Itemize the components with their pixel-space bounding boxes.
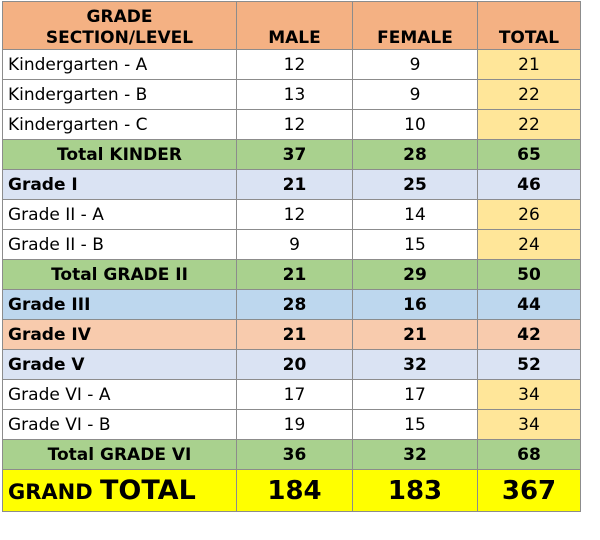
male-count: 28: [236, 289, 353, 320]
row-label: Grade I: [2, 169, 237, 200]
row-label: Kindergarten - B: [2, 79, 237, 110]
male-count: 13: [236, 79, 353, 110]
header-female: FEMALE: [352, 1, 478, 50]
total-count: 34: [477, 379, 581, 410]
female-count: 17: [352, 379, 478, 410]
total-count: 22: [477, 79, 581, 110]
male-count: 12: [236, 199, 353, 230]
male-count: 36: [236, 439, 353, 470]
header-total: TOTAL: [477, 1, 581, 50]
total-count: 22: [477, 109, 581, 140]
male-count: 12: [236, 109, 353, 140]
female-count: 32: [352, 439, 478, 470]
male-count: 21: [236, 259, 353, 290]
grand-total-total: 367: [477, 469, 581, 512]
table-row: Grade I 21 25 46: [2, 169, 581, 200]
male-count: 20: [236, 349, 353, 380]
total-count: 42: [477, 319, 581, 350]
header-male: MALE: [236, 1, 353, 50]
female-count: 9: [352, 79, 478, 110]
total-count: 65: [477, 139, 581, 170]
table-row: Kindergarten - C 12 10 22: [2, 109, 581, 140]
subtotal-row: Total KINDER 37 28 65: [2, 139, 581, 170]
female-count: 29: [352, 259, 478, 290]
table-row: Grade VI - B 19 15 34: [2, 409, 581, 440]
male-count: 21: [236, 169, 353, 200]
row-label: Grade VI - A: [2, 379, 237, 410]
subtotal-row: Total GRADE VI 36 32 68: [2, 439, 581, 470]
female-count: 32: [352, 349, 478, 380]
female-count: 9: [352, 49, 478, 80]
table-row: Kindergarten - B 13 9 22: [2, 79, 581, 110]
header-row: GRADE SECTION/LEVEL MALE FEMALE TOTAL: [2, 1, 581, 50]
row-label: Total KINDER: [2, 139, 237, 170]
table-row: Grade II - B 9 15 24: [2, 229, 581, 260]
male-count: 9: [236, 229, 353, 260]
total-count: 68: [477, 439, 581, 470]
total-count: 34: [477, 409, 581, 440]
grand-total-label-small: GRAND: [8, 480, 93, 504]
female-count: 16: [352, 289, 478, 320]
row-label: Grade II - A: [2, 199, 237, 230]
total-count: 21: [477, 49, 581, 80]
table-row: Grade VI - A 17 17 34: [2, 379, 581, 410]
total-count: 52: [477, 349, 581, 380]
table-row: Grade V 20 32 52: [2, 349, 581, 380]
female-count: 21: [352, 319, 478, 350]
row-label: Total GRADE VI: [2, 439, 237, 470]
female-count: 15: [352, 229, 478, 260]
table-row: Grade III 28 16 44: [2, 289, 581, 320]
grand-total-row: GRAND TOTAL 184 183 367: [2, 469, 581, 512]
female-count: 10: [352, 109, 478, 140]
row-label: Grade II - B: [2, 229, 237, 260]
header-section-line1: GRADE: [86, 7, 153, 27]
subtotal-row: Total GRADE II 21 29 50: [2, 259, 581, 290]
grand-total-label-big: TOTAL: [99, 475, 196, 506]
total-count: 46: [477, 169, 581, 200]
header-section-line2: SECTION/LEVEL: [45, 28, 194, 48]
grand-total-male: 184: [236, 469, 353, 512]
table-row: Grade IV 21 21 42: [2, 319, 581, 350]
row-label: Kindergarten - A: [2, 49, 237, 80]
table-row: Kindergarten - A 12 9 21: [2, 49, 581, 80]
male-count: 21: [236, 319, 353, 350]
table-row: Grade II - A 12 14 26: [2, 199, 581, 230]
female-count: 14: [352, 199, 478, 230]
grand-total-label: GRAND TOTAL: [2, 469, 237, 512]
row-label: Grade V: [2, 349, 237, 380]
female-count: 28: [352, 139, 478, 170]
total-count: 44: [477, 289, 581, 320]
row-label: Grade VI - B: [2, 409, 237, 440]
row-label: Kindergarten - C: [2, 109, 237, 140]
row-label: Grade III: [2, 289, 237, 320]
total-count: 50: [477, 259, 581, 290]
female-count: 15: [352, 409, 478, 440]
total-count: 24: [477, 229, 581, 260]
row-label: Grade IV: [2, 319, 237, 350]
male-count: 37: [236, 139, 353, 170]
header-section-level: GRADE SECTION/LEVEL: [2, 1, 237, 50]
male-count: 19: [236, 409, 353, 440]
male-count: 17: [236, 379, 353, 410]
enrollment-table: GRADE SECTION/LEVEL MALE FEMALE TOTAL Ki…: [2, 1, 581, 512]
total-count: 26: [477, 199, 581, 230]
grand-total-female: 183: [352, 469, 478, 512]
male-count: 12: [236, 49, 353, 80]
female-count: 25: [352, 169, 478, 200]
row-label: Total GRADE II: [2, 259, 237, 290]
